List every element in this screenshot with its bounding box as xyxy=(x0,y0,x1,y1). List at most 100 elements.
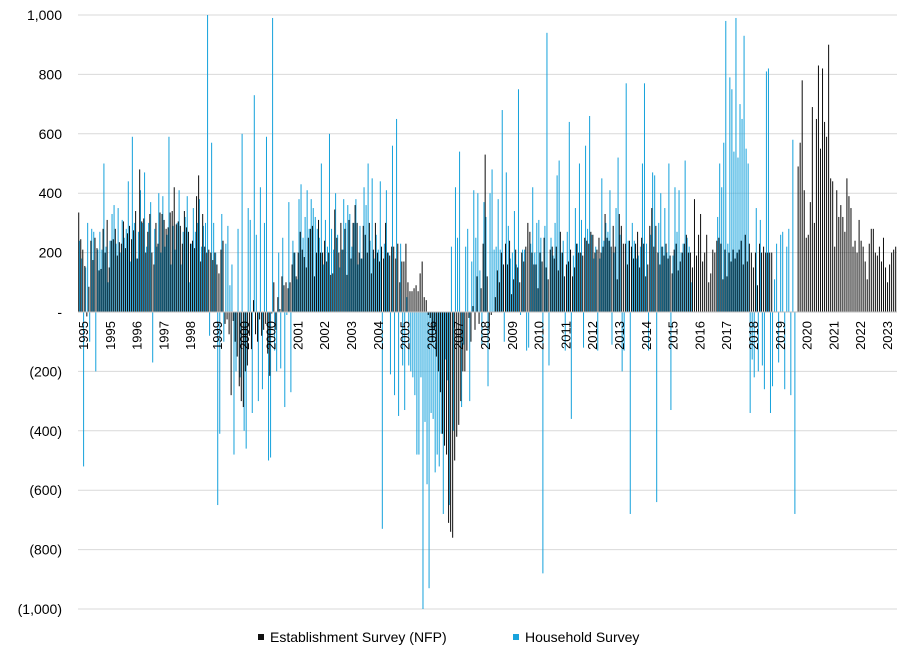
household-bar xyxy=(548,312,550,366)
establishment-bar xyxy=(208,249,210,312)
establishment-bar xyxy=(651,208,653,312)
establishment-bar xyxy=(817,65,819,313)
household-bar xyxy=(314,216,316,312)
establishment-bar xyxy=(427,312,429,315)
household-bar xyxy=(524,249,526,312)
household-bar xyxy=(142,222,144,312)
establishment-bar xyxy=(220,249,222,312)
establishment-bar xyxy=(799,142,801,312)
establishment-bar xyxy=(663,255,665,312)
household-bar xyxy=(745,148,747,312)
household-bar xyxy=(190,243,192,312)
household-bar xyxy=(721,187,723,312)
establishment-bar xyxy=(754,252,756,312)
household-bar xyxy=(444,312,446,360)
establishment-bar xyxy=(876,255,878,312)
x-tick-label: 1995 xyxy=(103,321,118,350)
x-tick-label: 2000 xyxy=(237,321,252,350)
household-bar xyxy=(152,312,154,363)
establishment-bar xyxy=(279,309,281,312)
establishment-bar xyxy=(344,228,346,312)
household-bar xyxy=(664,208,666,312)
legend-label-household: Household Survey xyxy=(525,629,639,645)
y-tick-label: (600) xyxy=(29,482,62,498)
establishment-bar xyxy=(539,252,541,312)
establishment-bar xyxy=(307,237,309,312)
household-bar xyxy=(219,312,221,434)
establishment-bar xyxy=(269,312,271,376)
household-bar xyxy=(162,196,164,312)
household-bar xyxy=(723,142,725,312)
household-bar xyxy=(786,246,788,312)
establishment-bar xyxy=(104,252,106,312)
establishment-bar xyxy=(143,218,145,312)
household-bar xyxy=(763,312,765,390)
legend: Establishment Survey (NFP) Household Sur… xyxy=(258,629,639,645)
establishment-bar xyxy=(531,252,533,312)
establishment-bar xyxy=(712,249,714,312)
establishment-bar xyxy=(744,234,746,312)
y-tick-label: (800) xyxy=(29,542,62,558)
establishment-bar xyxy=(677,270,679,312)
establishment-bar xyxy=(129,225,131,312)
household-bar xyxy=(509,258,511,312)
household-bar xyxy=(652,172,654,312)
establishment-bar xyxy=(159,212,161,312)
establishment-bar xyxy=(693,199,695,312)
household-bar xyxy=(318,237,320,312)
establishment-bar xyxy=(878,246,880,312)
establishment-bar xyxy=(584,237,586,312)
household-bar xyxy=(282,237,284,312)
household-bar xyxy=(587,228,589,312)
establishment-bar xyxy=(409,291,411,312)
establishment-bar xyxy=(515,249,517,312)
establishment-bar xyxy=(572,276,574,312)
establishment-bar xyxy=(328,252,330,312)
household-bar xyxy=(263,222,265,312)
establishment-bar xyxy=(588,243,590,312)
establishment-bar xyxy=(135,211,137,312)
establishment-bar xyxy=(444,312,446,446)
household-bar xyxy=(389,312,391,375)
establishment-bar xyxy=(446,312,448,455)
establishment-bar xyxy=(285,282,287,312)
household-bar xyxy=(450,246,452,312)
establishment-bar xyxy=(403,261,405,312)
household-bar xyxy=(194,231,196,312)
establishment-bar xyxy=(702,261,704,312)
household-bar xyxy=(339,267,341,312)
establishment-bar xyxy=(464,312,466,372)
x-tick-label: 1996 xyxy=(130,321,145,350)
establishment-bar xyxy=(521,252,523,312)
establishment-bar xyxy=(815,118,817,312)
establishment-bar xyxy=(718,237,720,312)
establishment-bar xyxy=(645,276,647,312)
establishment-bar xyxy=(147,231,149,312)
household-bar xyxy=(296,279,298,312)
establishment-bar xyxy=(826,136,828,312)
household-bar xyxy=(186,196,188,312)
establishment-bar xyxy=(600,252,602,312)
household-bar xyxy=(184,216,186,312)
establishment-bar xyxy=(478,312,480,324)
household-bar xyxy=(481,312,483,345)
household-bar xyxy=(550,237,552,312)
establishment-bar xyxy=(153,264,155,312)
establishment-bar xyxy=(547,279,549,312)
household-bar xyxy=(229,285,231,312)
household-bar xyxy=(442,312,444,514)
establishment-bar xyxy=(549,249,551,312)
establishment-bar xyxy=(358,252,360,312)
establishment-bar xyxy=(541,261,543,312)
x-tick-label: 2011 xyxy=(558,321,573,349)
household-bar xyxy=(245,312,247,449)
establishment-bar xyxy=(669,255,671,312)
household-bar xyxy=(729,77,731,313)
household-bar xyxy=(225,243,227,312)
establishment-bar xyxy=(405,243,407,312)
establishment-bar xyxy=(383,258,385,312)
establishment-bar xyxy=(507,264,509,312)
household-bar xyxy=(127,181,129,312)
household-bar xyxy=(235,312,237,372)
household-bar xyxy=(517,89,519,312)
